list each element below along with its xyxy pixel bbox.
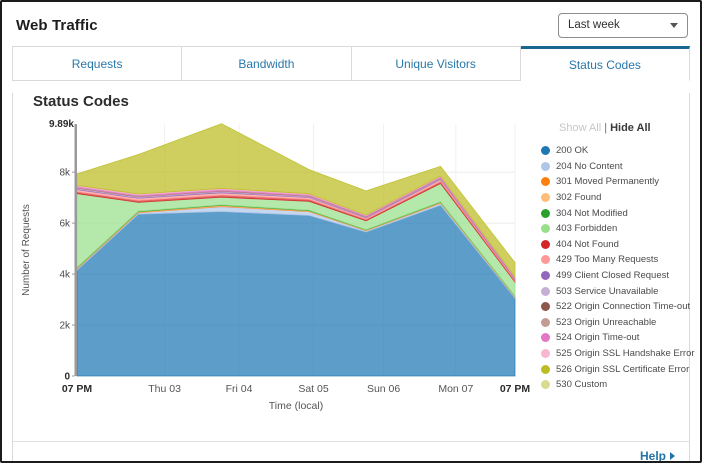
tab-status-codes[interactable]: Status Codes [520,46,690,81]
legend-items: 200 OK 204 No Content 301 Moved Permanentl… [541,143,695,393]
legend-item-302-found[interactable]: 302 Found [541,190,685,206]
y-tick-label: 4k [59,270,71,281]
legend-label: 523 Origin Unreachable [556,316,657,328]
x-axis-title: Time (local) [269,400,323,412]
series-area-526-origin-ssl-certificate-error [76,123,516,279]
legend-item-304-not-modified[interactable]: 304 Not Modified [541,205,685,221]
hide-all-link[interactable]: Hide All [610,122,651,134]
y-tick-label: 2k [59,321,71,332]
help-link[interactable]: Help [639,448,675,463]
legend-item-403-forbidden[interactable]: 403 Forbidden [541,221,685,237]
legend-dot-icon [541,349,550,359]
series-area-200-ok [76,204,516,377]
x-tick-label: Mon 07 [438,383,473,395]
page-title: Web Traffic [16,16,98,34]
legend-dot-icon [541,177,550,187]
legend-label: 499 Client Closed Request [556,270,670,282]
x-tick-label: Sat 05 [298,383,329,395]
y-tick-label: 6k [59,219,71,230]
legend-label: 403 Forbidden [556,223,618,235]
legend-label: 525 Origin SSL Handshake Error [556,348,695,360]
legend-item-522-origin-connection-time-out[interactable]: 522 Origin Connection Time-out [541,299,690,315]
legend-item-429-too-many-requests[interactable]: 429 Too Many Requests [541,252,685,268]
legend-label: 304 Not Modified [556,207,628,219]
legend-item-503-service-unavailable[interactable]: 503 Service Unavailable [541,283,685,299]
content-panel: Status Codes 0 2k 4k 6k 8k 9.89k 07 PM Thu 03 Fr… [12,93,695,463]
legend-item-200-ok[interactable]: 200 OK [541,143,685,159]
x-tick-label: 07 PM [62,383,93,395]
header: Web Traffic Last week [2,2,700,46]
y-max-label: 9.89k [49,119,74,130]
legend-dot-icon [541,380,550,390]
tab-unique-visitors[interactable]: Unique Visitors [351,46,521,81]
tab-label: Status Codes [568,57,641,72]
legend-item-404-not-found[interactable]: 404 Not Found [541,237,685,253]
legend-item-525-origin-ssl-handshake-error[interactable]: 525 Origin SSL Handshake Error [541,346,695,362]
legend-dot-icon [541,161,550,171]
legend-item-301-moved-permanently[interactable]: 301 Moved Permanently [541,174,685,190]
chevron-down-icon [670,22,678,28]
legend: Show All | Hide All 200 OK 204 No Content 30… [531,112,695,393]
x-tick-label: Sun 06 [367,383,400,395]
legend-dot-icon [541,208,550,218]
legend-dot-icon [541,224,550,234]
legend-separator: | [604,122,608,134]
legend-dot-icon [541,193,550,203]
legend-dot-icon [541,255,550,265]
chart-title: Status Codes [33,93,129,110]
x-tick-label: 07 PM [500,383,531,395]
legend-dot-icon [541,317,550,327]
legend-label: 526 Origin SSL Certificate Error [556,363,690,375]
y-axis-line [74,124,77,376]
legend-label: 301 Moved Permanently [556,176,659,188]
legend-label: 429 Too Many Requests [556,254,659,266]
legend-item-530-custom[interactable]: 530 Custom [541,377,685,393]
y-tick-label: 0 [64,372,70,383]
tab-bar: Requests Bandwidth Unique Visitors Status C… [12,46,690,81]
tab-bandwidth[interactable]: Bandwidth [182,46,352,81]
legend-dot-icon [541,239,550,249]
tab-label: Unique Visitors [395,56,476,71]
legend-item-499-client-closed-request[interactable]: 499 Client Closed Request [541,268,685,284]
x-tick-label: Thu 03 [148,383,181,395]
legend-label: 524 Origin Time-out [556,332,640,344]
legend-dot-icon [541,302,550,312]
chart-row: 0 2k 4k 6k 8k 9.89k 07 PM Thu 03 Fri 04 Sat 05 Sun… [13,112,695,412]
legend-dot-icon [541,364,550,374]
tab-label: Bandwidth [238,56,295,71]
legend-item-204-no-content[interactable]: 204 No Content [541,159,685,175]
legend-dot-icon [541,286,550,296]
legend-label: 302 Found [556,192,602,204]
legend-dot-icon [541,146,550,156]
legend-item-526-origin-ssl-certificate-error[interactable]: 526 Origin SSL Certificate Error [541,361,689,377]
legend-dot-icon [541,333,550,343]
legend-label: 522 Origin Connection Time-out [556,301,691,313]
legend-controls: Show All | Hide All [541,122,685,134]
legend-label: 200 OK [556,145,589,157]
legend-label: 530 Custom [556,379,608,391]
help-label: Help [639,448,666,463]
y-tick-label: 8k [59,168,71,179]
legend-label: 404 Not Found [556,238,619,250]
y-axis-title: Number of Requests [21,204,32,296]
arrow-right-icon [670,451,675,460]
time-range-value: Last week [568,19,620,31]
tab-requests[interactable]: Requests [12,46,183,81]
show-all-link[interactable]: Show All [559,122,602,134]
legend-item-524-origin-time-out[interactable]: 524 Origin Time-out [541,330,685,346]
x-tick-label: Fri 04 [226,383,253,395]
time-range-select[interactable]: Last week [558,12,688,38]
legend-item-523-origin-unreachable[interactable]: 523 Origin Unreachable [541,315,685,331]
tab-label: Requests [71,56,123,71]
legend-label: 204 No Content [556,160,623,172]
status-codes-chart: 0 2k 4k 6k 8k 9.89k 07 PM Thu 03 Fri 04 Sat 05 Sun… [21,119,531,412]
legend-dot-icon [541,271,550,281]
legend-label: 503 Service Unavailable [556,285,659,297]
panel-footer: Help [13,441,689,463]
